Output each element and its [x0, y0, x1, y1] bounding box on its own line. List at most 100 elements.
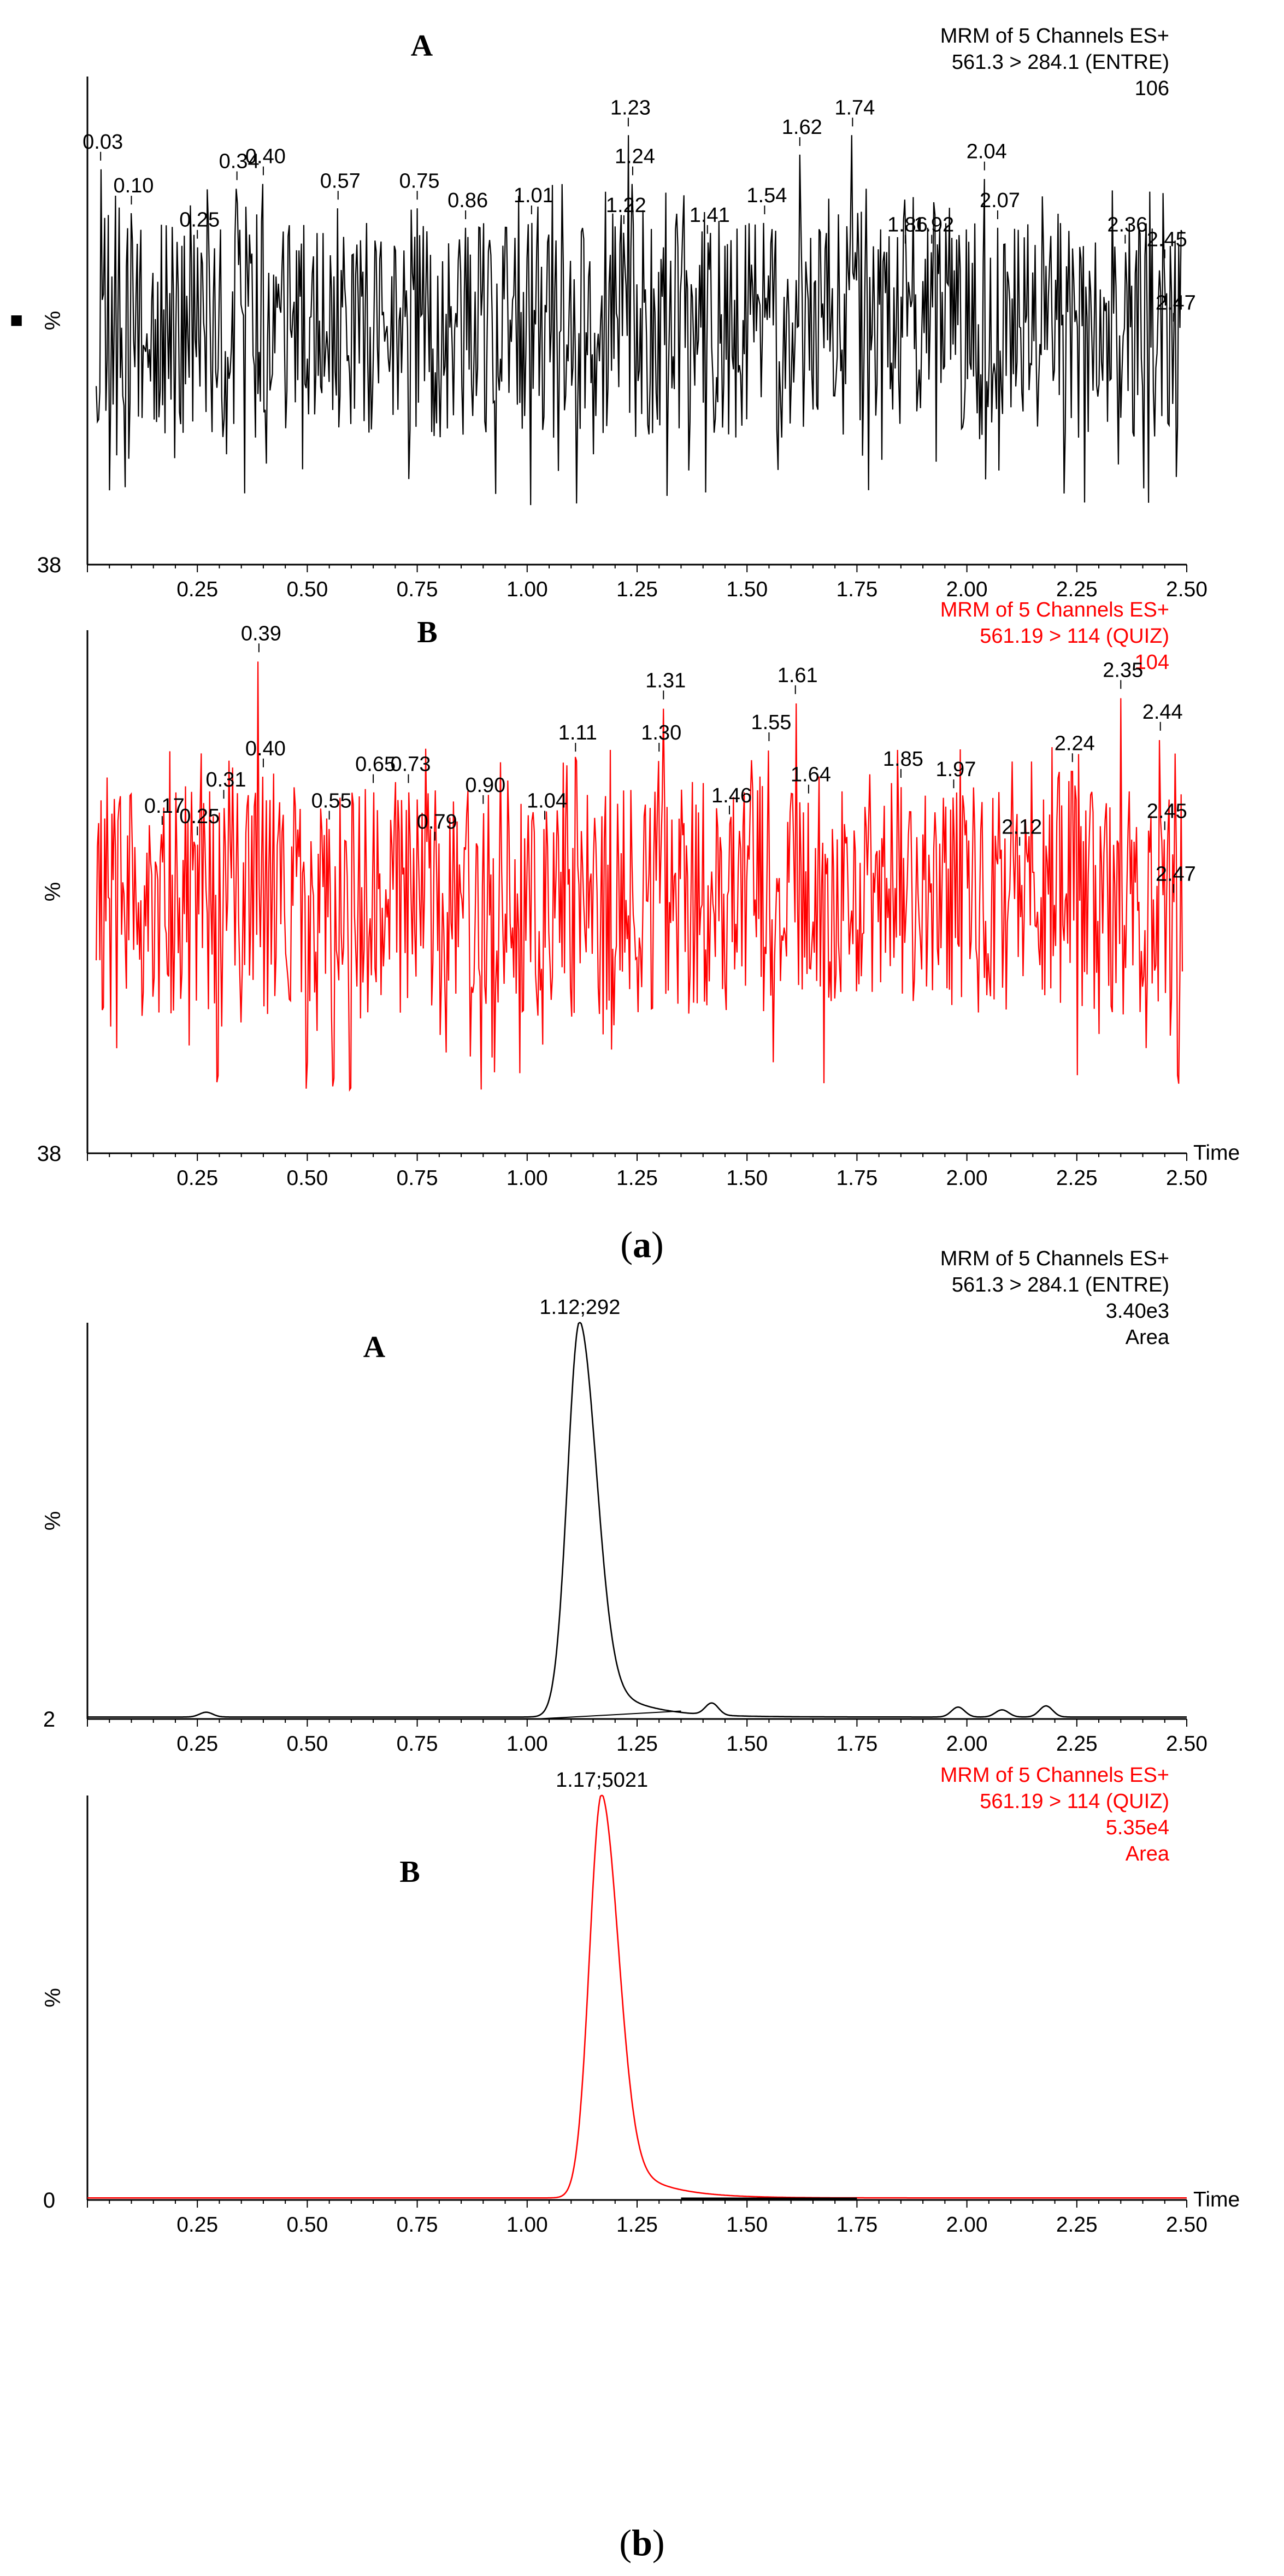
x-tick-label: 1.00: [506, 578, 548, 601]
x-tick-label: 0.25: [176, 578, 218, 601]
x-tick-label: 1.50: [726, 578, 768, 601]
peak-label: 1.64: [791, 764, 831, 787]
x-tick-label: 2.00: [946, 2213, 988, 2237]
caption-b: (b): [619, 2522, 664, 2563]
peak-label: 0.90: [465, 774, 505, 797]
y-min-label: 0: [43, 2188, 55, 2213]
x-tick-label: 2.25: [1056, 2213, 1098, 2237]
x-tick-label: 1.50: [726, 1732, 768, 1756]
x-tick-label: 0.50: [286, 1732, 328, 1756]
integration-baseline: [535, 1710, 681, 1720]
x-tick-label: 1.00: [506, 1166, 548, 1190]
header-line: 106: [1135, 77, 1169, 100]
x-tick-label: 2.25: [1056, 1166, 1098, 1190]
x-axis-label: Time: [1193, 2188, 1240, 2211]
header-line: MRM of 5 Channels ES+: [940, 1764, 1169, 1787]
x-tick-label: 2.00: [946, 1732, 988, 1756]
y-min-label: 38: [37, 553, 62, 577]
square-marker-icon: ■: [10, 308, 23, 332]
x-tick-label: 1.50: [726, 1166, 768, 1190]
peak-label: 0.31: [206, 768, 246, 791]
x-tick-label: 2.25: [1056, 578, 1098, 601]
peak-label: 1.11: [558, 721, 597, 744]
peak-label: 0.55: [311, 790, 352, 813]
x-tick-label: 1.00: [506, 2213, 548, 2237]
peak-label: 1.54: [746, 184, 787, 207]
peak-label: 0.25: [179, 805, 220, 828]
x-tick-label: 1.50: [726, 2213, 768, 2237]
peak-label: 0.39: [241, 622, 281, 645]
peak-label: 1.01: [514, 184, 554, 207]
peak-label: 1.85: [883, 748, 923, 771]
chromatogram-peak: [87, 1794, 1187, 2199]
caption-b-letter: b: [632, 2522, 652, 2563]
peak-label: 2.07: [980, 189, 1020, 212]
x-tick-label: 2.25: [1056, 1732, 1098, 1756]
peak-label: 2.35: [1103, 659, 1143, 682]
caption-b-paren-close: ): [652, 2522, 665, 2563]
y-min-label: 38: [37, 1142, 62, 1166]
x-tick-label: 0.75: [397, 2213, 438, 2237]
peak-label: 0.79: [417, 811, 457, 834]
x-tick-label: 1.75: [836, 2213, 877, 2237]
peak-label: 0.10: [113, 174, 154, 197]
header-line: MRM of 5 Channels ES+: [940, 25, 1169, 48]
x-tick-label: 0.25: [176, 1166, 218, 1190]
header-line: 5.35e4: [1106, 1816, 1169, 1839]
y-axis-label: %: [41, 1988, 65, 2008]
x-tick-label: 1.25: [616, 1166, 658, 1190]
y-axis-label: %: [41, 882, 65, 902]
x-tick-label: 1.25: [616, 578, 658, 601]
panel-letter: B: [399, 1855, 420, 1889]
x-tick-label: 0.75: [397, 578, 438, 601]
x-tick-label: 1.75: [836, 578, 877, 601]
peak-label: 2.47: [1156, 292, 1196, 315]
peak-label: 0.75: [399, 169, 440, 192]
x-tick-label: 0.25: [176, 1732, 218, 1756]
peak-label: 0.03: [83, 131, 123, 154]
chart-b-B: 0.25 0.50 0.75 1.00 1.25 1.50 1.75 2.00 2.25 2.50…: [41, 1764, 1240, 2237]
peak-label: 1.62: [782, 116, 822, 139]
peak-label: 1.24: [615, 145, 655, 168]
peak-label: 0.25: [179, 209, 220, 232]
x-tick-label: 0.50: [286, 1166, 328, 1190]
chart-a-A: 0.25 0.50 0.75 1.00 1.25 1.50 1.75 2.00 2.25 2.50…: [10, 25, 1208, 601]
x-tick-label: 0.75: [397, 1732, 438, 1756]
x-tick-label: 0.50: [286, 2213, 328, 2237]
x-axis-label: Time: [1193, 1141, 1240, 1165]
chart-a-B: 0.25 0.50 0.75 1.00 1.25 1.50 1.75 2.00 2.25 2.50…: [37, 598, 1240, 1190]
y-min-label: 2: [43, 1707, 55, 1732]
x-tick-label: 0.50: [286, 578, 328, 601]
x-tick-label: 1.25: [616, 2213, 658, 2237]
x-tick-label: 0.75: [397, 1166, 438, 1190]
peak-label: 1.30: [641, 721, 681, 744]
peak-label: 0.73: [391, 753, 431, 776]
x-tick-label: 1.25: [616, 1732, 658, 1756]
peak-label: 2.04: [967, 140, 1007, 163]
peak-label: 2.12: [1002, 815, 1042, 838]
y-axis-label: %: [41, 1511, 65, 1531]
x-tick-label: 2.00: [946, 1166, 988, 1190]
chromatogram-peak: [87, 1322, 1187, 1718]
chart-b-A: 0.25 0.50 0.75 1.00 1.25 1.50 1.75 2.00 2.25 2.50…: [41, 1247, 1208, 1756]
x-tick-label: 1.00: [506, 1732, 548, 1756]
peak-label: 0.57: [320, 169, 361, 192]
header-line: 561.19 > 114 (QUIZ): [980, 1790, 1169, 1813]
peak-label: 0.40: [245, 737, 286, 760]
peak-label: 2.45: [1147, 800, 1187, 823]
header-line: 561.3 > 284.1 (ENTRE): [952, 51, 1169, 74]
peak-label: 1.22: [606, 194, 646, 217]
peak-label: 2.44: [1142, 701, 1183, 724]
peak-label: 1.46: [711, 784, 752, 807]
x-tick-label: 2.50: [1166, 578, 1208, 601]
header-line: 561.19 > 114 (QUIZ): [980, 625, 1169, 648]
peak-label: 1.23: [610, 96, 651, 119]
x-tick-label: 1.75: [836, 1166, 877, 1190]
peak-label: 1.41: [690, 204, 730, 227]
caption-a-letter: a: [633, 1224, 651, 1265]
panel-letter: A: [363, 1330, 386, 1364]
panel-letter: B: [417, 615, 437, 649]
peak-label: 2.47: [1156, 863, 1196, 886]
y-axis-label: %: [41, 311, 65, 331]
